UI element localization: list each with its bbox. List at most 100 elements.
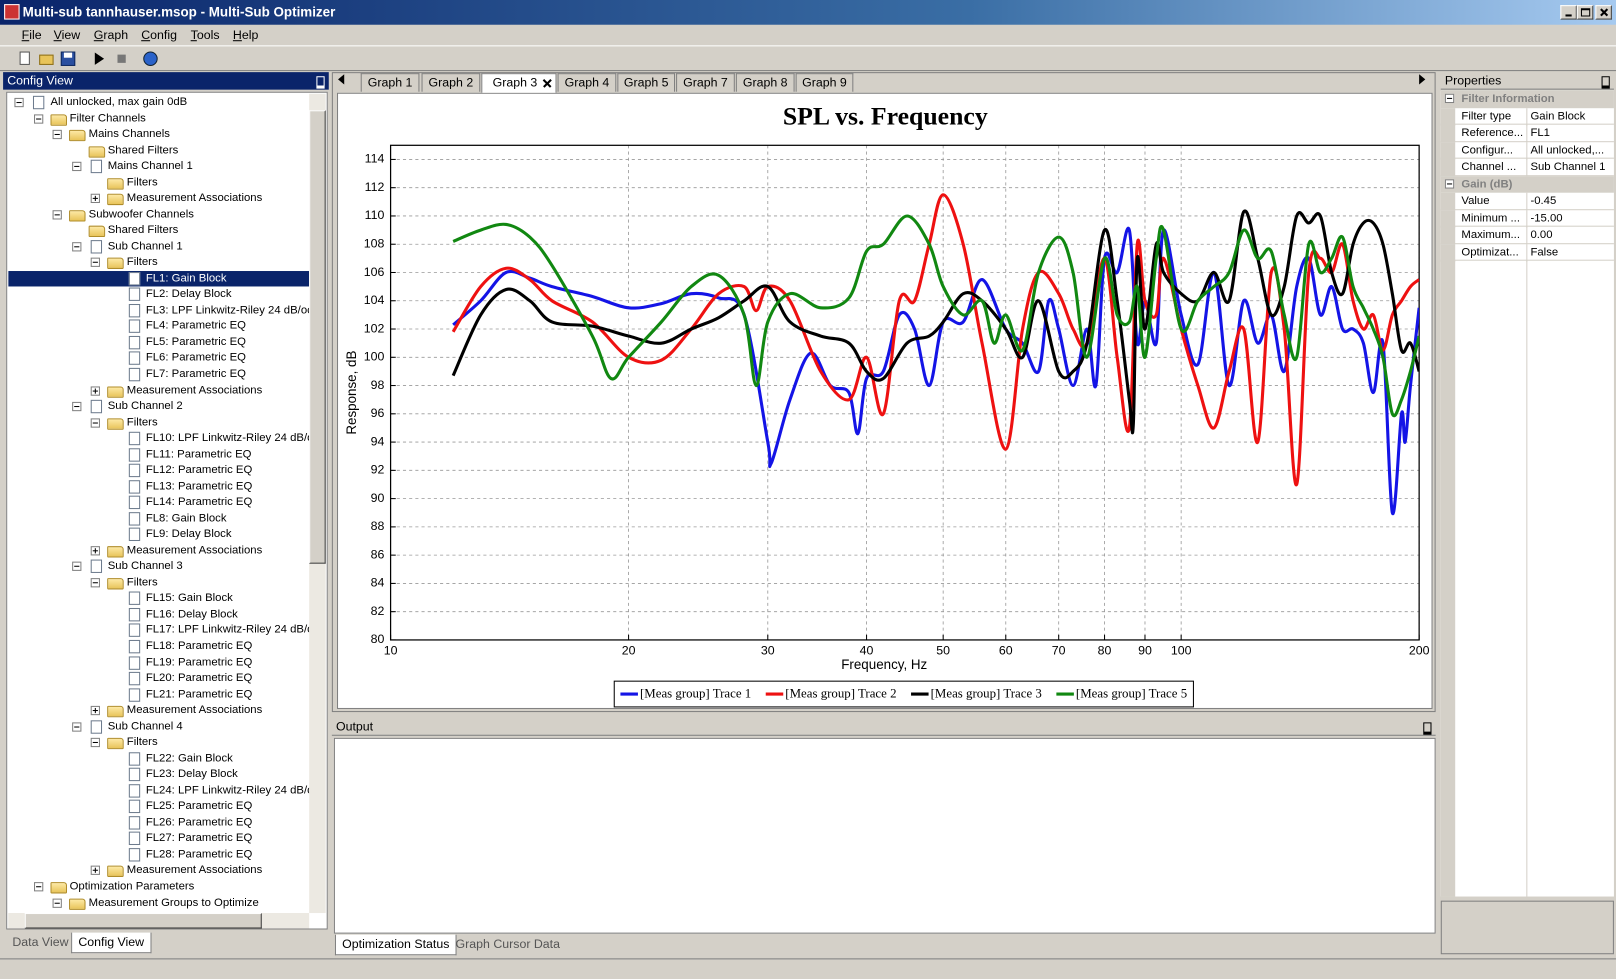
property-row[interactable]: Minimum ... -15.00 xyxy=(1440,209,1614,228)
property-row[interactable]: Reference... FL1 xyxy=(1440,124,1614,143)
tree-item[interactable]: Filters xyxy=(8,415,309,431)
graph-tab[interactable]: Graph 8 xyxy=(735,73,795,92)
tree-hscroll[interactable] xyxy=(8,913,310,929)
panel-tab[interactable]: Graph Cursor Data xyxy=(455,936,561,952)
tree-item[interactable]: Measurement Associations xyxy=(8,703,309,719)
new-button[interactable] xyxy=(16,50,32,66)
property-row[interactable]: Configur... All unlocked,... xyxy=(1440,141,1614,160)
property-category[interactable]: Filter Information xyxy=(1440,90,1614,108)
tree-expander[interactable] xyxy=(90,738,100,748)
graph-tab[interactable]: Graph 4 xyxy=(557,73,617,92)
tree-item[interactable]: All unlocked, max gain 0dB xyxy=(8,95,309,111)
tree-item[interactable]: FL16: Delay Block xyxy=(8,607,309,623)
tree-expander[interactable] xyxy=(71,401,81,412)
category-expander[interactable] xyxy=(1444,93,1455,104)
tree-expander[interactable] xyxy=(52,898,62,908)
tree-item[interactable]: Measurement Groups to Optimize xyxy=(8,895,309,911)
tab-scroll-left[interactable] xyxy=(338,74,345,85)
tree-item[interactable]: FL15: Gain Block xyxy=(8,591,309,607)
tree-item[interactable]: FL13: Parametric EQ xyxy=(8,479,309,495)
tree-item[interactable]: Filters xyxy=(8,255,309,271)
tree-expander[interactable] xyxy=(90,417,100,428)
tree-item[interactable]: Measurement Associations xyxy=(8,383,309,399)
tree-item[interactable]: FL3: LPF Linkwitz-Riley 24 dB/oct xyxy=(8,303,309,319)
tree-expander[interactable] xyxy=(90,706,100,716)
tree-item[interactable]: FL5: Parametric EQ xyxy=(8,335,309,351)
menu-item[interactable]: Graph xyxy=(93,27,129,43)
tree-item[interactable]: Measurement Associations xyxy=(8,543,309,559)
tree-vscroll[interactable] xyxy=(309,93,326,914)
graph-tab[interactable]: Graph 5 xyxy=(617,73,676,92)
tree-item[interactable]: FL11: Parametric EQ xyxy=(8,447,309,463)
tree-item[interactable]: Optimization Parameters xyxy=(8,879,309,895)
tree-item[interactable]: FL14: Parametric EQ xyxy=(8,495,309,511)
property-category[interactable]: Gain (dB) xyxy=(1440,175,1614,193)
tree-item[interactable]: FL7: Parametric EQ xyxy=(8,367,309,383)
tree-expander[interactable] xyxy=(90,257,100,268)
tree-item[interactable]: Mains Channels xyxy=(8,127,309,143)
tree-item[interactable]: Filter Channels xyxy=(8,111,309,127)
tree-item[interactable]: FL12: Parametric EQ xyxy=(8,463,309,479)
tree-expander[interactable] xyxy=(90,193,100,204)
graph-tab[interactable]: Graph 1 xyxy=(360,73,420,92)
graph-tab[interactable]: Graph 7 xyxy=(676,73,735,92)
close-button[interactable] xyxy=(1595,5,1612,20)
save-button[interactable] xyxy=(60,50,76,66)
tree-item[interactable]: FL9: Delay Block xyxy=(8,527,309,543)
tree-item[interactable]: Shared Filters xyxy=(8,143,309,159)
tree-item[interactable]: FL22: Gain Block xyxy=(8,751,309,767)
tree-item[interactable]: Filters xyxy=(8,175,309,191)
panel-tab[interactable]: Config View xyxy=(71,932,152,954)
tree-item[interactable]: Sub Channel 2 xyxy=(8,399,309,415)
tree-item[interactable]: Measurement Associations xyxy=(8,863,309,879)
tree-item[interactable]: Subwoofer Channels xyxy=(8,207,309,223)
tree-item[interactable]: FL28: Parametric EQ xyxy=(8,847,309,863)
tree-item[interactable]: FL25: Parametric EQ xyxy=(8,799,309,815)
tree-item[interactable]: Measurement Associations xyxy=(8,191,309,207)
property-row[interactable]: Channel ... Sub Channel 1 xyxy=(1440,158,1614,177)
tree-expander[interactable] xyxy=(90,866,100,876)
menu-item[interactable]: Help xyxy=(232,27,259,43)
menu-item[interactable]: View xyxy=(53,27,81,43)
tree-expander[interactable] xyxy=(71,161,81,172)
panel-tab[interactable]: Optimization Status xyxy=(334,934,457,956)
tree-expander[interactable] xyxy=(14,97,24,108)
tree-expander[interactable] xyxy=(71,722,81,732)
tree-item[interactable]: FL18: Parametric EQ xyxy=(8,639,309,655)
tree-item[interactable]: FL23: Delay Block xyxy=(8,767,309,783)
panel-tab[interactable]: Data View xyxy=(12,934,69,950)
tree-item[interactable]: Filters xyxy=(8,735,309,751)
tree-item[interactable]: FL2: Delay Block xyxy=(8,287,309,303)
tree-expander[interactable] xyxy=(52,129,62,140)
maximize-button[interactable] xyxy=(1576,5,1594,20)
property-row[interactable]: Maximum... 0.00 xyxy=(1440,226,1614,245)
tree-item[interactable]: FL24: LPF Linkwitz-Riley 24 dB/oct xyxy=(8,783,309,799)
tree-expander[interactable] xyxy=(90,577,100,588)
tree-item[interactable]: FL20: Parametric EQ xyxy=(8,671,309,687)
tree-item[interactable]: FL4: Parametric EQ xyxy=(8,319,309,335)
tree-item[interactable]: Sub Channel 3 xyxy=(8,559,309,575)
tree-item[interactable]: FL8: Gain Block xyxy=(8,511,309,527)
tree-expander[interactable] xyxy=(33,113,43,124)
graph-tab[interactable]: Graph 3 xyxy=(481,73,557,93)
stop-button[interactable] xyxy=(113,50,129,66)
tree-item[interactable]: FL6: Parametric EQ xyxy=(8,351,309,367)
tree-item[interactable]: FL10: LPF Linkwitz-Riley 24 dB/oct xyxy=(8,431,309,447)
tree-item[interactable]: Sub Channel 4 xyxy=(8,719,309,735)
open-button[interactable] xyxy=(38,50,54,66)
menu-item[interactable]: File xyxy=(21,27,42,43)
tree-item[interactable]: Filters xyxy=(8,575,309,591)
tree-expander[interactable] xyxy=(52,209,62,220)
run-button[interactable] xyxy=(91,50,107,66)
tree-expander[interactable] xyxy=(71,241,81,252)
graph-tab[interactable]: Graph 2 xyxy=(421,73,481,92)
tree-item[interactable]: FL17: LPF Linkwitz-Riley 24 dB/oct xyxy=(8,623,309,639)
tab-scroll-right[interactable] xyxy=(1419,74,1426,85)
property-row[interactable]: Filter type Gain Block xyxy=(1440,107,1614,126)
tree-item[interactable]: Sub Channel 1 xyxy=(8,239,309,255)
tree-item[interactable]: FL21: Parametric EQ xyxy=(8,687,309,703)
tree-item[interactable]: Mains Channel 1 xyxy=(8,159,309,175)
graph-tab[interactable]: Graph 9 xyxy=(795,73,854,92)
menu-item[interactable]: Config xyxy=(141,27,177,43)
property-row[interactable]: Optimizat... False xyxy=(1440,243,1614,262)
